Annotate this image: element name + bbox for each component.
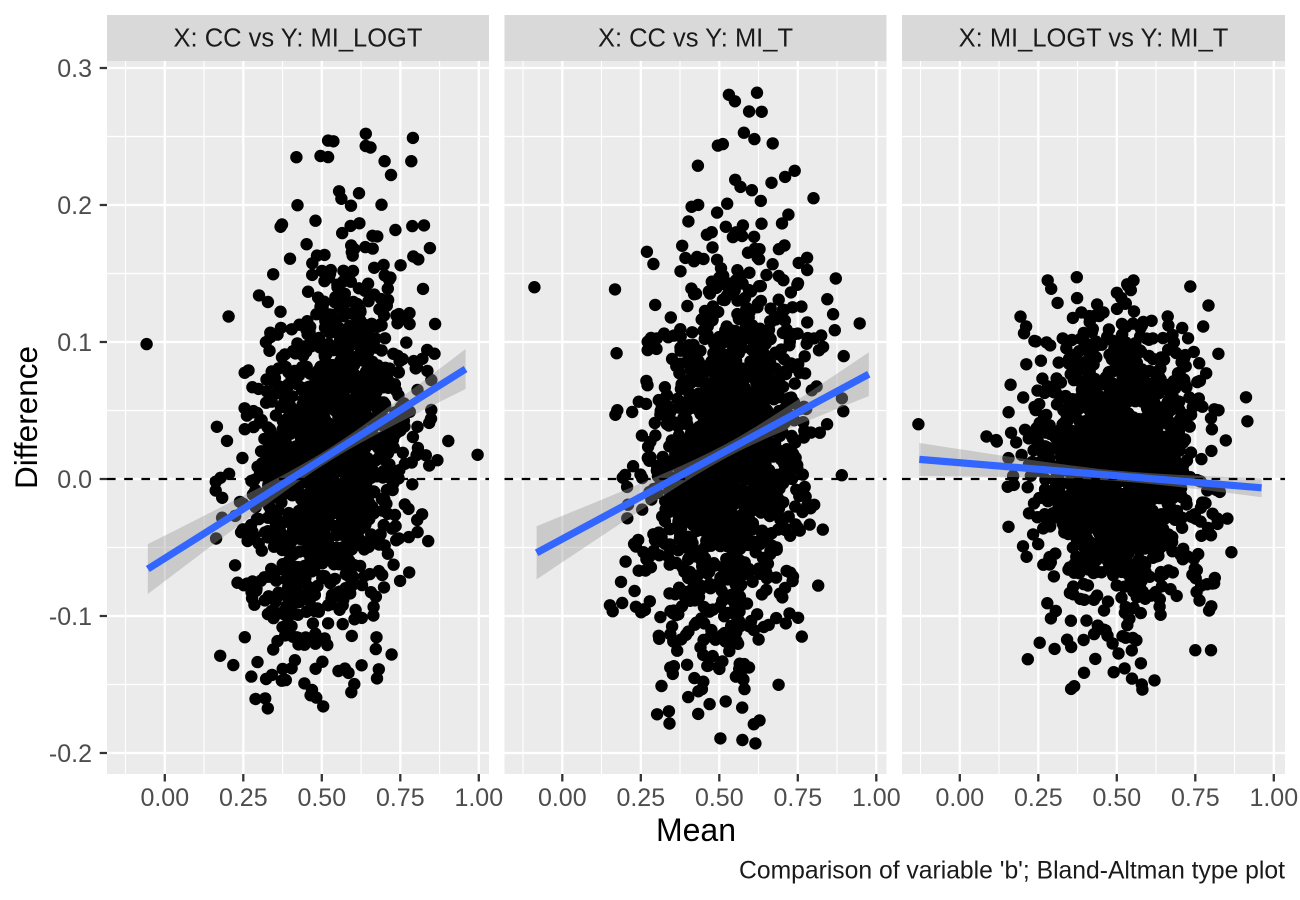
svg-text:0.50: 0.50 — [1092, 784, 1141, 812]
svg-text:0.75: 0.75 — [773, 784, 822, 812]
svg-text:X: CC vs Y: MI_T: X: CC vs Y: MI_T — [598, 25, 793, 53]
svg-text:Mean: Mean — [656, 812, 736, 848]
svg-text:Comparison of variable 'b'; Bl: Comparison of variable 'b'; Bland-Altman… — [739, 858, 1285, 885]
svg-text:-0.1: -0.1 — [49, 603, 92, 631]
svg-text:0.0: 0.0 — [57, 466, 92, 494]
svg-text:0.50: 0.50 — [695, 784, 744, 812]
svg-text:0.2: 0.2 — [57, 192, 92, 220]
svg-text:1.00: 1.00 — [852, 784, 901, 812]
svg-text:0.75: 0.75 — [376, 784, 425, 812]
svg-text:X: CC vs Y: MI_LOGT: X: CC vs Y: MI_LOGT — [174, 25, 423, 53]
svg-text:0.00: 0.00 — [140, 784, 189, 812]
svg-text:0.1: 0.1 — [57, 329, 92, 357]
svg-text:1.00: 1.00 — [454, 784, 503, 812]
svg-text:0.00: 0.00 — [538, 784, 587, 812]
svg-text:-0.2: -0.2 — [49, 740, 92, 768]
svg-text:0.25: 0.25 — [219, 784, 268, 812]
svg-text:X: MI_LOGT vs Y: MI_T: X: MI_LOGT vs Y: MI_T — [959, 25, 1229, 53]
svg-text:0.3: 0.3 — [57, 55, 92, 83]
svg-text:0.00: 0.00 — [935, 784, 984, 812]
svg-text:0.25: 0.25 — [616, 784, 665, 812]
svg-text:0.75: 0.75 — [1171, 784, 1220, 812]
svg-text:0.50: 0.50 — [297, 784, 346, 812]
svg-text:Difference: Difference — [8, 346, 44, 489]
svg-text:0.25: 0.25 — [1014, 784, 1063, 812]
svg-text:1.00: 1.00 — [1249, 784, 1298, 812]
